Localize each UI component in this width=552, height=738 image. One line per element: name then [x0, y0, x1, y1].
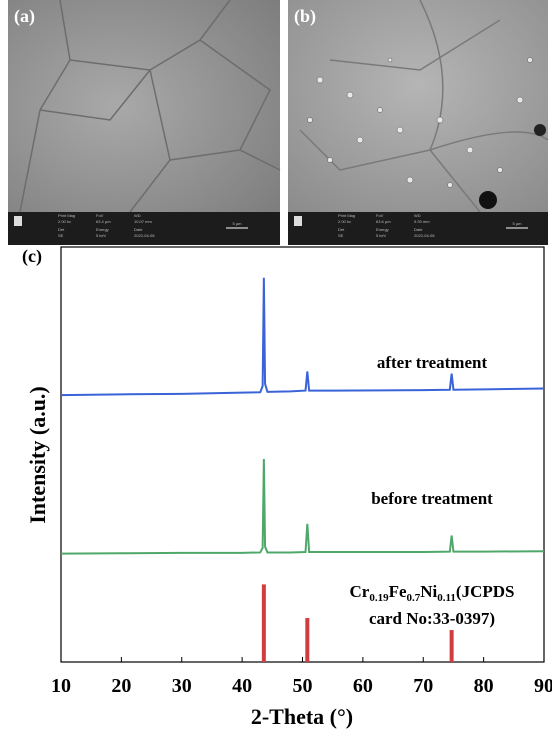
info-label: FoV [376, 213, 384, 218]
info-value: 2.00 kx [338, 219, 351, 224]
info-label: Det [338, 227, 345, 232]
x-tick-label: 40 [232, 675, 252, 697]
x-tick-label: 30 [172, 675, 192, 697]
sem-image-b: (b) [288, 0, 549, 245]
info-value: 2022-04-08 [134, 233, 155, 238]
scale-bar-label: 5 μm [233, 221, 243, 226]
panel-label: (b) [294, 6, 316, 27]
info-value: 63.6 μm [376, 219, 391, 224]
detector-icon [294, 216, 302, 226]
reference-label: card No:33-0397) [369, 609, 495, 628]
panel-label: (a) [14, 6, 35, 27]
info-value: 10.07 mm [134, 219, 152, 224]
label-part: (JCPDS [456, 582, 515, 601]
x-tick-label: 80 [474, 675, 494, 697]
info-value: 63.4 μm [96, 219, 111, 224]
label-part: Fe [389, 582, 407, 601]
info-value: SE [338, 233, 344, 238]
sem-image-a: (a) [8, 0, 281, 245]
info-label: WD [134, 213, 141, 218]
info-label: WD [414, 213, 421, 218]
info-label: Date [414, 227, 423, 232]
series-label: after treatment [377, 353, 488, 372]
info-value: SE [58, 233, 64, 238]
series-line [60, 459, 545, 555]
series-label: before treatment [371, 489, 493, 508]
info-value: 5 keV [96, 233, 107, 238]
x-tick-label: 70 [413, 675, 433, 697]
reference-label: Cr0.19Fe0.7Ni0.11(JCPDS [350, 582, 515, 604]
series-line [60, 277, 545, 397]
x-tick-label: 60 [353, 675, 373, 697]
info-label: Print Mag [338, 213, 355, 218]
info-label: Energy [96, 227, 109, 232]
label-part: Ni [420, 582, 437, 601]
x-tick-label: 10 [51, 675, 71, 697]
reference-stick [305, 618, 310, 662]
x-tick-label: 20 [111, 675, 131, 697]
info-value: 2.00 kx [58, 219, 71, 224]
info-value: 9.93 mm [414, 219, 430, 224]
info-label: Det [58, 227, 65, 232]
reference-stick [261, 584, 266, 662]
reference-stick [449, 630, 454, 662]
info-label: Print Mag [58, 213, 75, 218]
info-label: FoV [96, 213, 104, 218]
info-value: 2022-04-08 [414, 233, 435, 238]
subscript: 0.7 [407, 592, 421, 604]
detector-icon [14, 216, 22, 226]
info-label: Date [134, 227, 143, 232]
x-tick-label: 90 [534, 675, 552, 697]
panel-label: (c) [22, 246, 42, 267]
label-part: Cr [350, 582, 370, 601]
subscript: 0.19 [369, 592, 389, 604]
x-tick-label: 50 [293, 675, 313, 697]
subscript: 0.11 [437, 592, 456, 604]
info-label: Energy [376, 227, 389, 232]
y-axis-title: Intensity (a.u.) [25, 386, 50, 524]
scale-bar-label: 5 μm [513, 221, 523, 226]
x-axis-title: 2-Theta (°) [251, 704, 353, 729]
info-value: 5 keV [376, 233, 387, 238]
